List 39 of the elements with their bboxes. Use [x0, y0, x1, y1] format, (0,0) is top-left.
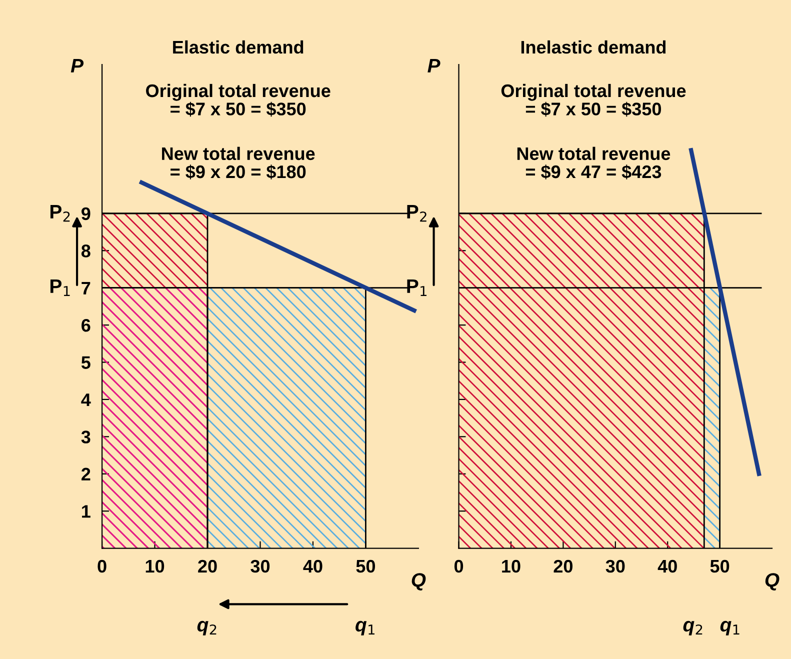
annotation: New total revenue = $9 x 47 = $423 [517, 146, 670, 180]
x-tick-label: 10 [502, 560, 520, 573]
y-tick-label: 3 [81, 430, 90, 444]
y-tick-label: 2 [82, 468, 90, 480]
x-tick-label: 40 [658, 560, 677, 573]
text: q$_{1}$ [356, 620, 374, 636]
x-tick-label: 0 [454, 560, 464, 573]
ref-line-label: P$_{1}$ [407, 279, 426, 296]
x-tick-label: 50 [356, 560, 376, 573]
y-axis-title: P [70, 59, 84, 72]
y-tick-label: 7 [82, 282, 90, 294]
text: q$_{2}$ [683, 620, 702, 636]
x-tick-label: 0 [98, 560, 106, 573]
x-tick-label: 50 [710, 560, 730, 573]
x-tick-label: 20 [198, 560, 217, 573]
chart-title: Inelastic demand [521, 40, 666, 54]
y-tick-label: 5 [81, 356, 90, 369]
x-tick-label: 40 [303, 560, 322, 573]
y-tick-label: 1 [82, 505, 90, 518]
x-tick-label: 20 [554, 560, 572, 573]
annotation: Original total revenue = $7 x 50 = $350 [146, 84, 330, 117]
x-axis-title: Q [412, 573, 426, 590]
y-tick-label: 8 [81, 244, 90, 258]
annotation: Original total revenue = $7 x 50 = $350 [501, 84, 686, 117]
chart-title: Elastic demand [173, 40, 304, 54]
text: q$_{1}$ [720, 620, 740, 636]
text: q$_{2}$ [197, 620, 216, 636]
x-tick-label: 30 [250, 560, 270, 573]
y-tick-label: 6 [82, 318, 90, 332]
y-tick-label: 4 [81, 394, 91, 406]
y-tick-label: 9 [82, 207, 90, 220]
ref-line-label: P$_{2}$ [407, 205, 426, 222]
annotation: New total revenue = $9 x 20 = $180 [162, 146, 315, 180]
ref-line-label: P$_{1}$ [50, 279, 70, 296]
x-tick-label: 10 [146, 560, 164, 573]
ref-line-label: P$_{2}$ [50, 205, 70, 222]
x-axis-title: Q [765, 573, 780, 590]
y-axis-title: P [428, 59, 440, 72]
x-tick-label: 30 [606, 560, 625, 573]
